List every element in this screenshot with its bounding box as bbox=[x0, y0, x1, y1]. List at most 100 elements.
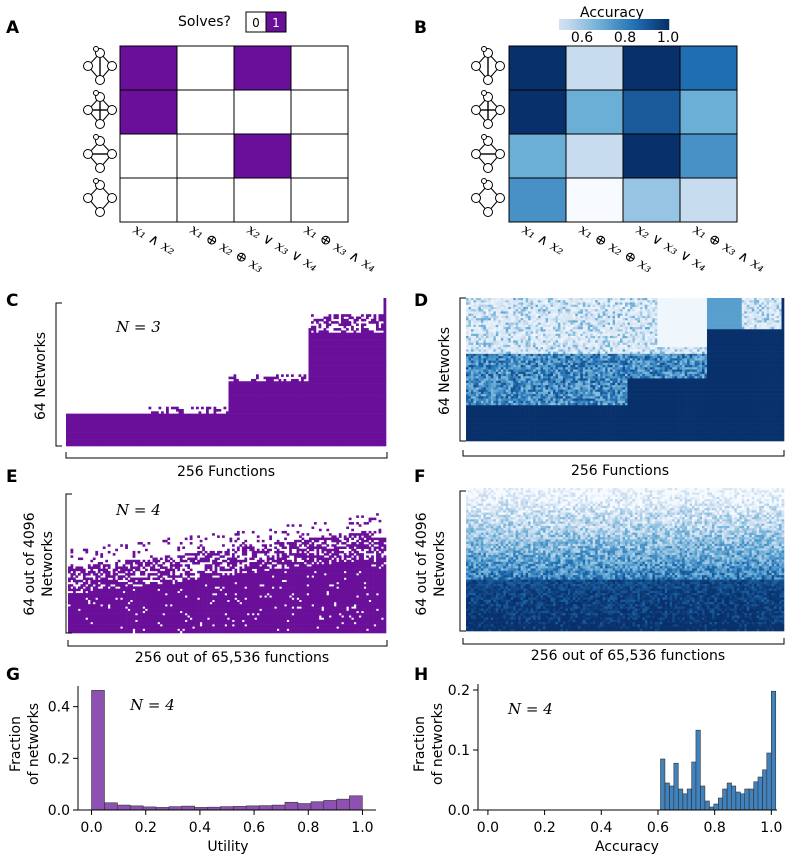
solves-matrix-cell bbox=[166, 437, 169, 440]
solves-matrix-cell bbox=[224, 425, 227, 428]
accuracy-matrix-cell bbox=[513, 305, 516, 308]
accuracy-matrix-cell bbox=[560, 314, 563, 317]
solves-matrix-cell bbox=[344, 421, 347, 424]
solves-matrix-cell bbox=[356, 416, 359, 419]
solves-matrix-cell bbox=[341, 437, 344, 440]
solves-matrix-cell bbox=[346, 344, 349, 347]
solves-matrix-cell bbox=[251, 379, 254, 382]
accuracy-matrix-cell bbox=[521, 305, 524, 308]
solves-matrix-cell bbox=[274, 377, 277, 380]
solves-matrix-cell bbox=[274, 437, 277, 440]
solves-matrix-cell bbox=[86, 425, 89, 428]
solves-matrix-cell bbox=[344, 402, 347, 405]
accuracy-matrix-cell bbox=[610, 314, 613, 317]
solves-matrix-cell bbox=[266, 407, 269, 410]
solves-matrix-cell bbox=[354, 421, 357, 424]
solves-matrix-cell bbox=[304, 377, 307, 380]
solves-matrix-cell bbox=[356, 414, 359, 417]
solves-matrix-cell bbox=[324, 388, 327, 391]
solves-matrix-cell bbox=[374, 363, 377, 366]
solves-matrix-cell bbox=[324, 404, 327, 407]
solves-matrix-cell bbox=[201, 437, 204, 440]
accuracy-matrix-cell bbox=[593, 314, 596, 317]
solves-matrix-cell bbox=[349, 397, 352, 400]
solves-matrix-cell bbox=[311, 423, 314, 426]
solves-matrix-cell bbox=[329, 386, 332, 389]
solves-matrix-cell bbox=[229, 400, 232, 403]
solves-matrix-cell bbox=[354, 333, 357, 336]
accuracy-matrix-cell bbox=[739, 298, 742, 301]
solves-matrix-cell bbox=[129, 444, 132, 447]
solves-matrix-cell bbox=[176, 430, 179, 433]
solves-matrix-cell bbox=[214, 434, 217, 437]
solves-matrix-cell bbox=[294, 404, 297, 407]
accuracy-matrix-cell bbox=[620, 316, 623, 319]
accuracy-matrix-cell bbox=[555, 305, 558, 308]
solves-matrix-cell bbox=[151, 444, 154, 447]
accuracy-matrix-cell bbox=[779, 302, 782, 305]
solves-matrix-cell bbox=[364, 418, 367, 421]
accuracy-matrix-cell bbox=[695, 298, 698, 301]
accuracy-matrix-cell bbox=[476, 300, 479, 303]
solves-matrix-cell bbox=[301, 379, 304, 382]
solves-matrix-cell bbox=[314, 407, 317, 410]
solves-matrix-cell bbox=[164, 432, 167, 435]
solves-matrix-cell bbox=[304, 404, 307, 407]
accuracy-matrix-cell bbox=[553, 307, 556, 310]
solves-matrix-cell bbox=[361, 344, 364, 347]
solves-matrix-cell bbox=[371, 416, 374, 419]
solves-matrix-cell bbox=[309, 374, 312, 377]
solves-matrix-cell bbox=[341, 397, 344, 400]
accuracy-matrix-cell bbox=[605, 314, 608, 317]
solves-matrix-cell bbox=[104, 421, 107, 424]
solves-matrix-cell bbox=[234, 441, 237, 444]
solves-matrix-cell bbox=[199, 432, 202, 435]
solves-matrix-cell bbox=[366, 395, 369, 398]
solves-matrix-cell bbox=[314, 416, 317, 419]
solves-matrix-cell bbox=[359, 393, 362, 396]
solves-matrix-cell bbox=[266, 379, 269, 382]
solves-matrix-cell bbox=[271, 439, 274, 442]
accuracy-matrix-cell bbox=[757, 311, 760, 314]
solves-matrix-cell bbox=[269, 411, 272, 414]
solves-matrix-cell bbox=[74, 414, 77, 417]
solves-matrix-cell bbox=[339, 347, 342, 350]
accuracy-matrix-cell bbox=[491, 305, 494, 308]
solves-matrix-cell bbox=[324, 377, 327, 380]
solves-matrix-cell bbox=[349, 340, 352, 343]
solves-matrix-cell bbox=[321, 351, 324, 354]
accuracy-matrix-cell bbox=[501, 309, 504, 312]
accuracy-matrix-cell bbox=[657, 309, 660, 312]
accuracy-matrix-cell bbox=[769, 298, 772, 301]
solves-matrix-cell bbox=[339, 372, 342, 375]
accuracy-matrix-cell bbox=[538, 314, 541, 317]
solves-matrix-cell bbox=[316, 358, 319, 361]
solves-matrix-cell bbox=[296, 411, 299, 414]
colorbar-tick-2: 1.0 bbox=[657, 30, 679, 46]
solves-matrix-cell bbox=[334, 314, 337, 317]
accuracy-matrix-cell bbox=[700, 311, 703, 314]
accuracy-matrix-cell bbox=[526, 314, 529, 317]
solves-matrix-cell bbox=[176, 409, 179, 412]
accuracy-matrix-cell bbox=[647, 309, 650, 312]
solves-matrix-cell bbox=[356, 434, 359, 437]
accuracy-matrix-cell bbox=[543, 302, 546, 305]
solves-matrix-cell bbox=[321, 384, 324, 387]
solves-matrix-cell bbox=[204, 432, 207, 435]
accuracy-matrix-cell bbox=[478, 298, 481, 301]
solves-matrix-cell bbox=[106, 444, 109, 447]
solves-matrix-cell bbox=[144, 418, 147, 421]
solves-matrix-cell bbox=[309, 409, 312, 412]
solves-matrix-cell bbox=[254, 381, 257, 384]
solves-matrix-cell bbox=[356, 423, 359, 426]
solves-matrix-cell bbox=[179, 423, 182, 426]
solves-matrix-cell bbox=[361, 418, 364, 421]
solves-matrix-cell bbox=[281, 414, 284, 417]
solves-cell bbox=[177, 134, 234, 178]
accuracy-cell bbox=[509, 178, 566, 222]
solves-matrix-cell bbox=[319, 432, 322, 435]
solves-matrix-cell bbox=[349, 393, 352, 396]
solves-matrix-cell bbox=[379, 418, 382, 421]
accuracy-matrix-cell bbox=[652, 298, 655, 301]
solves-matrix-cell bbox=[366, 372, 369, 375]
